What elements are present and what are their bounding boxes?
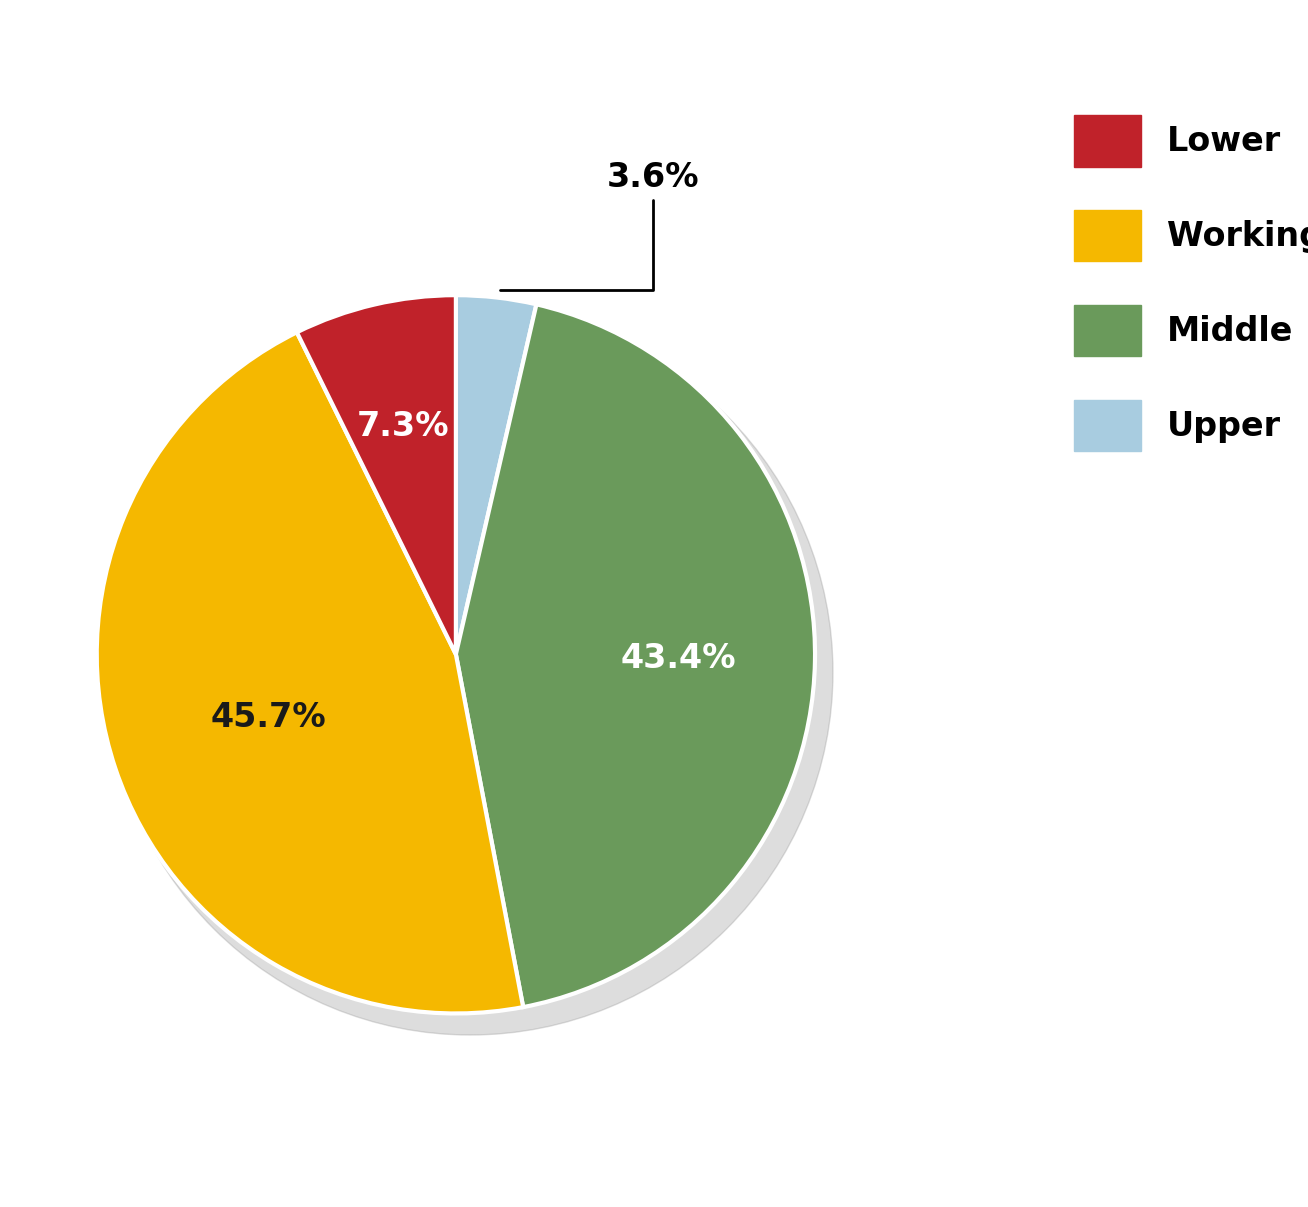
Wedge shape (97, 332, 523, 1014)
Wedge shape (456, 304, 815, 1007)
Legend: Lower, Working, Middle, Upper: Lower, Working, Middle, Upper (1061, 101, 1308, 465)
Text: 43.4%: 43.4% (621, 642, 736, 675)
Text: 7.3%: 7.3% (357, 410, 449, 443)
Text: 3.6%: 3.6% (500, 162, 700, 291)
Wedge shape (456, 296, 536, 654)
Circle shape (107, 309, 833, 1036)
Wedge shape (297, 296, 456, 654)
Text: 45.7%: 45.7% (211, 700, 327, 734)
